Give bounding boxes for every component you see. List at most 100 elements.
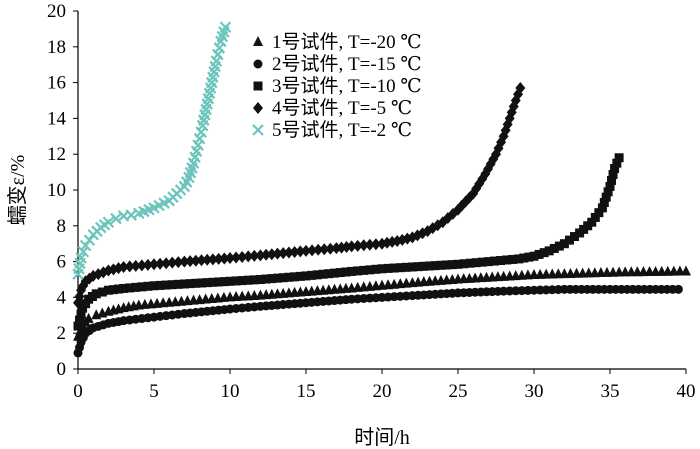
data-point bbox=[324, 269, 334, 279]
data-point bbox=[534, 249, 544, 259]
series-2 bbox=[73, 284, 683, 358]
data-point bbox=[496, 256, 506, 266]
data-point bbox=[395, 263, 405, 273]
data-point bbox=[502, 255, 512, 265]
data-point bbox=[237, 276, 247, 286]
data-point bbox=[407, 262, 417, 272]
data-point bbox=[266, 248, 277, 261]
data-point bbox=[307, 270, 317, 280]
data-point bbox=[75, 252, 87, 264]
data-point bbox=[554, 241, 564, 251]
data-point bbox=[335, 268, 345, 278]
data-point bbox=[179, 255, 190, 268]
data-point bbox=[597, 203, 607, 213]
x-tick-label: 40 bbox=[677, 381, 696, 402]
data-point bbox=[319, 243, 330, 256]
legend-marker bbox=[253, 102, 263, 114]
data-point bbox=[564, 235, 574, 245]
data-point bbox=[289, 245, 300, 258]
data-point bbox=[143, 281, 153, 291]
data-point bbox=[312, 270, 322, 280]
data-point bbox=[524, 252, 534, 262]
legend-label: 2号试件, T=-15 ℃ bbox=[272, 53, 422, 75]
data-point bbox=[225, 276, 235, 286]
data-point bbox=[325, 242, 336, 255]
legend-label: 1号试件, T=-20 ℃ bbox=[272, 31, 422, 53]
data-point bbox=[370, 238, 381, 251]
data-point bbox=[610, 164, 620, 174]
y-tick-label: 0 bbox=[57, 359, 67, 380]
legend-marker bbox=[253, 81, 263, 91]
data-point bbox=[594, 208, 604, 218]
y-tick-label: 6 bbox=[57, 252, 67, 273]
data-point bbox=[249, 275, 259, 285]
data-point bbox=[214, 277, 224, 287]
data-point bbox=[519, 253, 529, 263]
data-point bbox=[459, 259, 469, 269]
data-point bbox=[290, 272, 300, 282]
legend-marker bbox=[252, 124, 264, 136]
data-point bbox=[284, 272, 294, 282]
data-point bbox=[255, 275, 265, 284]
data-point bbox=[364, 238, 375, 251]
axes: 0 5 10 15 20 25 30 35 40 0 2 4 6 8 10 12 14 16 18 20 bbox=[47, 1, 696, 402]
data-point bbox=[436, 260, 446, 270]
legend-marker bbox=[253, 59, 263, 69]
data-point bbox=[673, 284, 683, 294]
data-point bbox=[77, 245, 90, 258]
data-point bbox=[430, 261, 440, 271]
data-point bbox=[272, 247, 283, 260]
data-point bbox=[75, 315, 85, 325]
series-3 bbox=[73, 153, 624, 331]
data-point bbox=[185, 279, 195, 289]
data-point bbox=[249, 249, 260, 262]
y-tick-label: 14 bbox=[47, 108, 67, 129]
y-tick-label: 12 bbox=[47, 144, 66, 165]
data-point bbox=[295, 271, 305, 281]
data-point bbox=[130, 259, 141, 272]
data-point bbox=[549, 243, 559, 253]
data-point bbox=[515, 81, 526, 94]
data-point bbox=[442, 260, 452, 270]
data-marks bbox=[72, 21, 691, 358]
data-point bbox=[261, 274, 271, 284]
legend-label: 5号试件, T=-2 ℃ bbox=[272, 119, 412, 141]
data-point bbox=[529, 251, 539, 261]
data-point bbox=[125, 283, 135, 293]
data-point bbox=[213, 252, 224, 265]
y-tick-label: 16 bbox=[47, 73, 66, 94]
x-tick-label: 5 bbox=[149, 381, 159, 402]
data-point bbox=[278, 273, 288, 283]
data-point bbox=[273, 273, 282, 283]
x-tick-label: 0 bbox=[73, 381, 83, 402]
data-point bbox=[231, 251, 242, 264]
data-point bbox=[465, 258, 475, 268]
data-point bbox=[155, 280, 165, 290]
data-point bbox=[377, 264, 387, 274]
data-point bbox=[599, 198, 609, 208]
data-point bbox=[477, 257, 487, 267]
data-point bbox=[318, 269, 328, 279]
data-point bbox=[371, 264, 381, 274]
data-point bbox=[102, 216, 115, 228]
data-point bbox=[612, 158, 622, 168]
x-tick-label: 10 bbox=[221, 381, 240, 402]
data-point bbox=[295, 245, 306, 258]
data-point bbox=[614, 153, 624, 163]
data-point bbox=[155, 257, 166, 270]
data-point bbox=[207, 253, 218, 266]
data-point bbox=[119, 283, 129, 293]
data-point bbox=[167, 280, 177, 290]
data-point bbox=[544, 246, 554, 256]
data-point bbox=[346, 240, 357, 253]
data-point bbox=[447, 260, 457, 270]
data-point bbox=[347, 266, 357, 276]
data-point bbox=[231, 276, 241, 286]
series-4 bbox=[73, 81, 526, 309]
data-point bbox=[142, 258, 153, 271]
data-point bbox=[108, 285, 118, 295]
data-point bbox=[208, 277, 218, 287]
data-point bbox=[483, 257, 493, 267]
data-point bbox=[307, 244, 318, 257]
